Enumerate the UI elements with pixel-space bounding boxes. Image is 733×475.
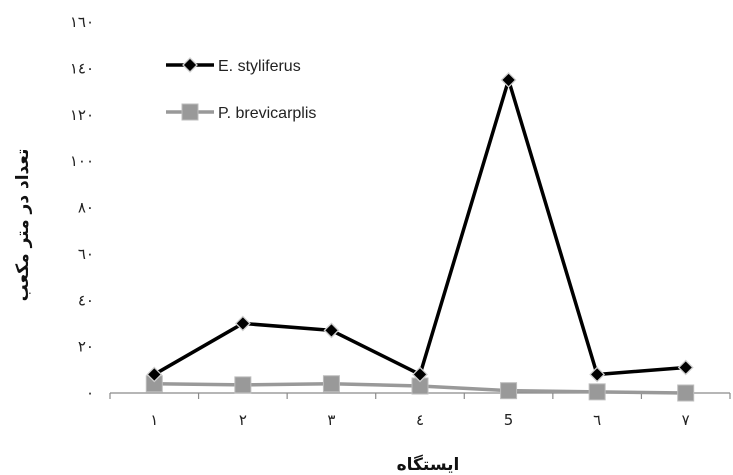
x-tick-label: ٦ [593,411,601,429]
series-line [153,78,686,377]
y-tick-label: ١٦٠ [70,13,94,31]
series-layer [145,72,695,402]
data-point [589,366,606,383]
data-point [500,382,518,400]
data-point [323,322,340,339]
data-point [322,375,340,393]
y-tick-label: ٦٠ [78,245,94,263]
series-diamond [146,72,694,383]
y-tick-label: ١٠٠ [70,152,94,170]
data-point [146,366,163,383]
y-tick-label: ١٢٠ [70,106,94,124]
legend-label: E. styliferus [218,58,301,75]
x-tick-label: ۲ [239,411,247,429]
data-point [234,376,252,394]
y-tick-label: ٠ [86,384,94,402]
y-axis-title: تعداد در متر مکعب [13,149,33,302]
x-tick-label: 5 [504,411,514,429]
y-tick-label: ٢٠ [78,338,94,356]
x-tick-label: ۱ [150,411,158,429]
x-tick-label: ۳ [327,411,335,429]
legend-item: E. styliferus [166,57,301,75]
legend-item: P. brevicarplis [166,103,316,122]
y-tick-label: ٨٠ [78,199,94,217]
data-point [677,359,694,376]
data-point [500,72,517,88]
data-point [588,383,606,401]
y-tick-label: ٤٠ [78,291,94,309]
legend-swatch-marker [181,103,199,121]
x-axis: ۱ ۲ ۳ ٤ 5 ٦ ۷ [109,392,731,429]
x-tick-label: ٤ [416,411,424,429]
legend-swatch-marker [182,57,198,73]
data-point [677,384,695,402]
legend: E. styliferus P. brevicarplis [166,57,316,122]
data-point [234,315,251,332]
data-point [412,366,428,383]
x-tick-label: ۷ [682,411,690,429]
legend-label: P. brevicarplis [218,105,316,122]
y-axis: ٠ ٢٠ ٤٠ ٦٠ ٨٠ ١٠٠ ١٢٠ ١٤٠ ١٦٠ [70,13,94,402]
y-tick-label: ١٤٠ [70,59,94,77]
x-axis-title: ایستگاه [397,454,460,475]
